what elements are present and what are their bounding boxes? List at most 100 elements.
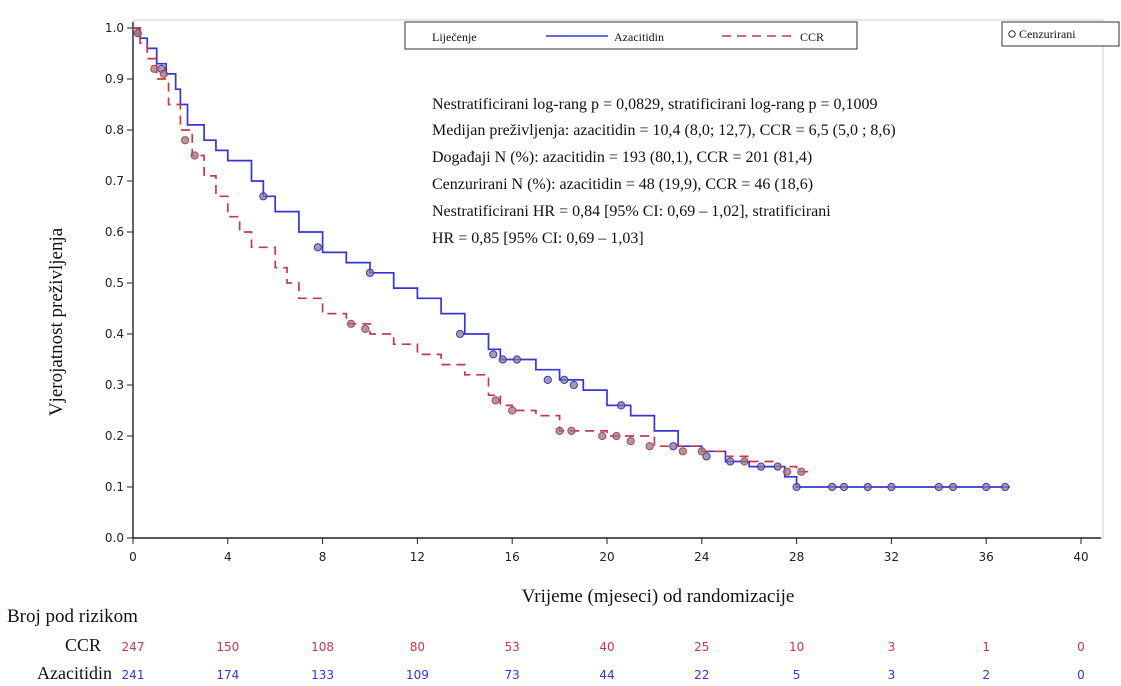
risk-value-ccr: 10 [789, 640, 804, 654]
risk-value-ccr: 25 [694, 640, 709, 654]
risk-value-ccr: 40 [599, 640, 614, 654]
y-tick-label: 0.2 [105, 429, 124, 443]
risk-value-azacitidin: 133 [311, 668, 334, 682]
censor-mark [1001, 482, 1010, 492]
censor-mark [828, 482, 837, 492]
x-tick-label: 0 [129, 550, 137, 564]
censor-mark [259, 192, 268, 201]
censor-mark [346, 319, 356, 328]
censor-legend-icon [1008, 30, 1016, 38]
censor-mark [555, 426, 564, 435]
censor-legend-box [1001, 21, 1120, 47]
y-tick-label: 0.4 [105, 327, 124, 341]
censor-marks [133, 28, 1010, 492]
risk-value-ccr: 108 [311, 640, 334, 654]
x-tick-label: 32 [884, 550, 899, 564]
censor-mark [887, 482, 896, 492]
censor-mark [365, 268, 375, 277]
censor-mark [181, 136, 190, 145]
annotation-line: Događaji N (%): azacitidin = 193 (80,1),… [432, 149, 812, 166]
x-tick-label: 16 [505, 550, 520, 564]
y-tick-label: 0.1 [105, 480, 124, 494]
annotation-line: HR = 0,85 [95% CI: 0,69 – 1,03] [432, 230, 644, 247]
censor-mark [560, 375, 569, 384]
censor-mark [567, 426, 576, 435]
censor-mark [489, 350, 498, 359]
censor-mark [726, 457, 735, 466]
risk-value-ccr: 3 [888, 640, 896, 654]
censor-mark [313, 243, 322, 252]
censor-mark [948, 482, 958, 492]
censor-mark [678, 447, 687, 456]
censor-mark [697, 447, 706, 456]
legend: Liječenje Azacitidin CCR [404, 21, 858, 50]
censor-mark [498, 355, 507, 364]
censor-mark [740, 457, 749, 466]
censor-mark [190, 151, 199, 160]
censor-mark [669, 442, 678, 451]
censor-mark [756, 462, 766, 471]
legend-label-azacitidin: Azacitidin [614, 30, 664, 44]
risk-value-azacitidin: 109 [406, 668, 429, 682]
censor-legend: Cenzurirani [1001, 21, 1120, 47]
x-tick-label: 12 [410, 550, 425, 564]
censor-mark [612, 431, 621, 441]
statistics-annotation: Nestratificirani log-rang p = 0,0829, st… [432, 96, 896, 247]
x-axis-title: Vrijeme (mjeseci) od randomizacije [522, 586, 795, 607]
risk-row-label-ccr: CCR [65, 635, 101, 655]
censor-mark [645, 442, 654, 451]
series-layer [133, 27, 1010, 488]
risk-value-azacitidin: 5 [793, 668, 801, 682]
censor-mark [783, 467, 792, 476]
censor-mark [934, 482, 943, 492]
censor-mark [982, 482, 991, 492]
censor-mark [543, 375, 552, 384]
censor-mark [626, 437, 635, 446]
legend-box [404, 21, 858, 50]
risk-value-azacitidin: 2 [982, 668, 990, 682]
censor-mark [839, 482, 849, 492]
risk-value-ccr: 1 [982, 640, 990, 654]
y-axis-ticks: 0.0 0.1 0.2 0.3 0.4 0.5 0.6 0.7 0.8 0.9 1.0 [105, 21, 133, 545]
y-tick-label: 0.5 [105, 276, 124, 290]
x-tick-label: 40 [1073, 550, 1088, 564]
risk-value-azacitidin: 73 [505, 668, 520, 682]
x-tick-label: 36 [979, 550, 994, 564]
y-tick-label: 0.0 [105, 531, 124, 545]
y-axis-title: Vjerojatnost preživljenja [46, 227, 67, 416]
annotation-line: Nestratificirani log-rang p = 0,0829, st… [432, 96, 877, 113]
series-line-ccr [133, 27, 810, 477]
censor-mark [702, 452, 711, 461]
legend-title: Liječenje [432, 30, 477, 44]
censor-mark [617, 401, 626, 410]
x-tick-label: 20 [599, 550, 614, 564]
censor-mark [863, 482, 872, 492]
annotation-line: Nestratificirani HR = 0,84 [95% CI: 0,69… [432, 203, 831, 220]
risk-table: Broj pod rizikom CCR Azacitidin 247 150 10… [7, 606, 1085, 683]
x-axis-ticks: 0 4 8 12 16 20 24 28 32 36 40 [129, 538, 1089, 564]
risk-value-ccr: 150 [216, 640, 239, 654]
censor-mark [598, 431, 607, 441]
censor-mark [133, 28, 142, 38]
x-tick-label: 24 [694, 550, 709, 564]
risk-table-title: Broj pod rizikom [7, 606, 138, 627]
risk-row-label-azacitidin: Azacitidin [37, 663, 112, 683]
risk-value-azacitidin: 174 [216, 668, 239, 682]
risk-value-ccr: 53 [505, 640, 520, 654]
censor-mark [797, 467, 806, 476]
censor-mark [361, 324, 370, 333]
censor-legend-label: Cenzurirani [1019, 27, 1076, 41]
censor-mark [512, 355, 522, 364]
plot-frame [132, 19, 1104, 539]
x-tick-label: 28 [789, 550, 804, 564]
censor-mark [508, 406, 517, 415]
risk-value-ccr: 247 [122, 640, 145, 654]
annotation-line: Medijan preživljenja: azacitidin = 10,4 … [432, 122, 896, 139]
y-tick-label: 1.0 [105, 21, 124, 35]
risk-value-azacitidin: 241 [122, 668, 145, 682]
y-tick-label: 0.7 [105, 174, 124, 188]
censor-mark [159, 69, 168, 79]
y-tick-label: 0.3 [105, 378, 124, 392]
